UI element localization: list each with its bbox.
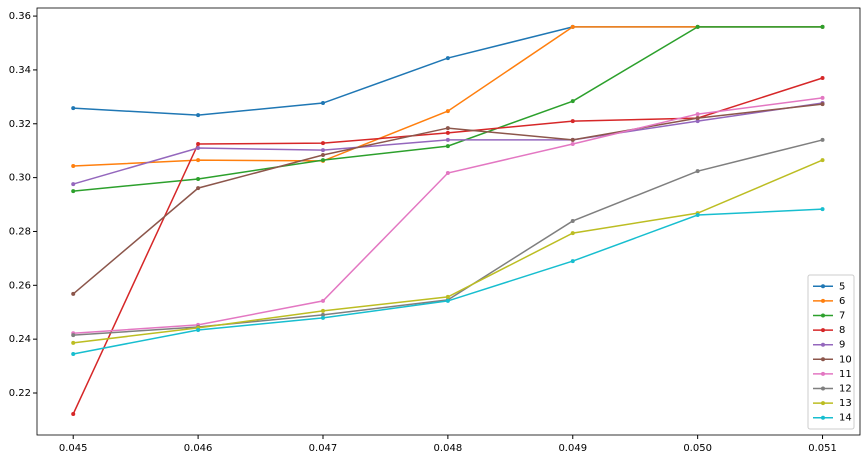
x-tick-label: 0.047 <box>309 443 338 454</box>
point <box>71 106 76 111</box>
point <box>196 141 201 146</box>
legend-marker <box>821 313 825 318</box>
legend-label: 6 <box>839 296 845 307</box>
point <box>820 207 825 212</box>
point <box>71 164 76 169</box>
legend: 5 6 7 8 9 10 11 12 13 14 <box>807 274 855 430</box>
point <box>196 146 201 150</box>
point <box>320 158 325 163</box>
legend-label: 9 <box>839 340 845 351</box>
point <box>445 109 450 114</box>
series-line <box>73 26 823 116</box>
point <box>570 99 575 104</box>
legend-label: 10 <box>839 354 852 365</box>
legend-marker <box>821 298 825 303</box>
legend-marker <box>821 415 825 420</box>
series-line <box>73 26 823 192</box>
point <box>570 259 575 264</box>
y-tick-label: 0.36 <box>9 11 31 22</box>
point <box>196 113 201 118</box>
point <box>445 144 450 149</box>
y-tick-label: 0.24 <box>9 334 31 345</box>
y-tick-label: 0.34 <box>9 65 31 76</box>
point <box>570 141 575 146</box>
point <box>196 176 201 181</box>
point <box>196 158 201 163</box>
point <box>196 328 201 332</box>
y-tick-label: 0.30 <box>9 173 31 184</box>
point <box>445 137 450 142</box>
point <box>820 95 825 100</box>
point <box>320 315 325 320</box>
point <box>320 308 325 313</box>
point <box>820 158 825 163</box>
legend-label: 12 <box>839 384 852 395</box>
y-tick-label: 0.32 <box>9 119 31 130</box>
point <box>71 412 76 416</box>
x-tick-label: 0.050 <box>683 443 712 454</box>
point <box>445 171 450 176</box>
y-tick-label: 0.28 <box>9 226 31 237</box>
point <box>695 112 700 117</box>
point <box>445 294 450 299</box>
point <box>570 231 575 236</box>
point <box>71 189 76 194</box>
point <box>71 351 76 356</box>
legend-label: 7 <box>839 311 845 322</box>
legend-marker <box>821 401 825 406</box>
point <box>196 186 201 191</box>
series-line <box>73 208 823 355</box>
point <box>570 137 575 142</box>
y-tick-label: 0.26 <box>9 280 31 291</box>
point <box>820 102 825 107</box>
point <box>820 137 825 142</box>
legend-marker <box>821 342 825 347</box>
legend-marker <box>821 328 825 333</box>
legend-marker <box>821 284 825 289</box>
y-tick-label: 0.22 <box>9 388 31 399</box>
legend-marker <box>821 357 825 362</box>
point <box>820 76 825 80</box>
point <box>320 141 325 146</box>
point <box>445 56 450 61</box>
legend-label: 11 <box>839 369 852 380</box>
x-tick-label: 0.051 <box>808 443 837 454</box>
x-tick-label: 0.045 <box>59 443 88 454</box>
point <box>320 312 325 317</box>
x-tick-label: 0.046 <box>184 443 213 454</box>
point <box>320 101 325 106</box>
legend-label: 5 <box>839 281 845 292</box>
point <box>695 213 700 218</box>
point <box>445 130 450 135</box>
x-tick-label: 0.049 <box>558 443 587 454</box>
point <box>445 298 450 303</box>
legend-label: 8 <box>839 325 845 336</box>
point <box>695 24 700 29</box>
point <box>695 119 700 124</box>
plot-frame <box>36 7 861 436</box>
point <box>820 24 825 29</box>
legend-marker <box>821 386 825 391</box>
point <box>570 119 575 124</box>
point <box>71 182 76 187</box>
point <box>320 148 325 153</box>
point <box>320 153 325 157</box>
point <box>570 24 575 29</box>
point <box>320 298 325 303</box>
point <box>695 169 700 174</box>
legend-label: 14 <box>839 413 852 424</box>
point <box>71 333 76 338</box>
series-line <box>73 159 823 344</box>
point <box>445 126 450 131</box>
point <box>71 291 76 296</box>
point <box>71 340 76 345</box>
legend-box <box>807 274 855 430</box>
legend-marker <box>821 371 825 376</box>
point <box>570 218 575 223</box>
point <box>695 116 700 121</box>
legend-label: 13 <box>839 398 852 409</box>
x-tick-label: 0.048 <box>434 443 463 454</box>
